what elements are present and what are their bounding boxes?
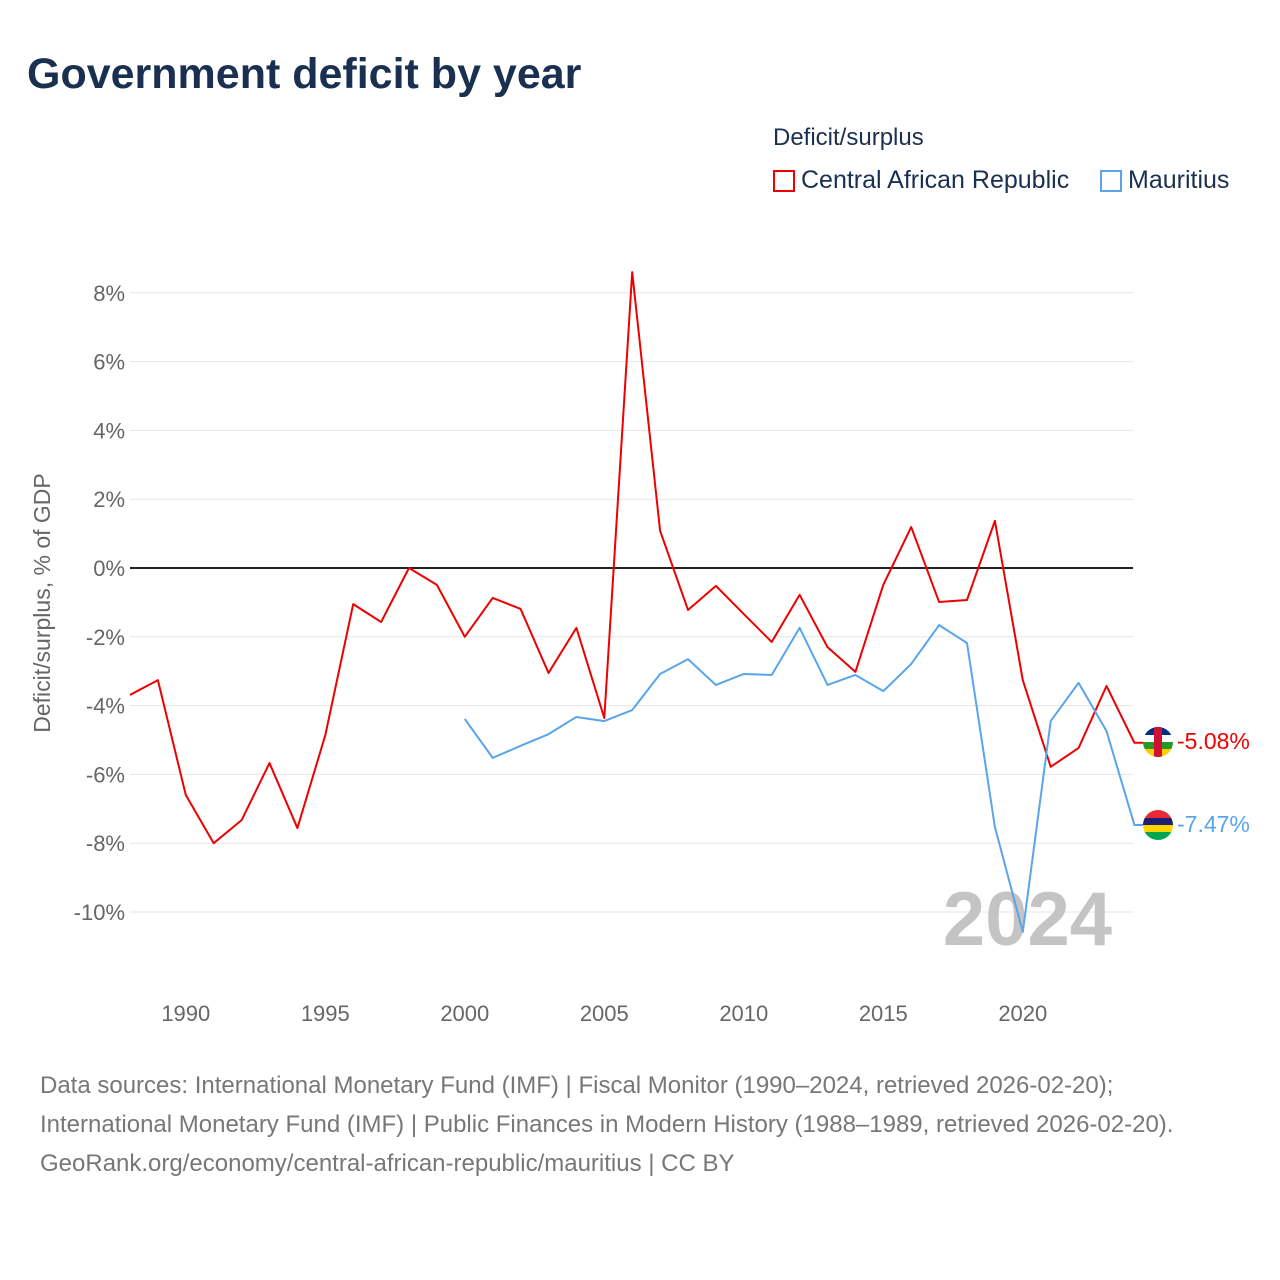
legend-item-mauritius[interactable]: Mauritius: [1100, 166, 1229, 195]
y-tick-label: -2%: [86, 625, 125, 650]
y-tick-label: 4%: [93, 418, 125, 443]
x-tick-label: 2005: [580, 1001, 629, 1026]
footer: Data sources: International Monetary Fun…: [40, 1066, 1240, 1183]
y-tick-label: -8%: [86, 831, 125, 856]
y-tick-label: -6%: [86, 762, 125, 787]
credit-link[interactable]: GeoRank.org/economy/central-african-repu…: [40, 1150, 735, 1177]
end-label-mauritius: -7.47%: [1177, 811, 1250, 837]
y-tick-label: 6%: [93, 350, 125, 375]
x-tick-label: 2020: [998, 1001, 1047, 1026]
series-line-mauritius: [463, 624, 1145, 933]
x-tick-label: 1995: [301, 1001, 350, 1026]
y-tick-label: -10%: [74, 900, 125, 925]
legend-label-mauritius: Mauritius: [1128, 166, 1230, 194]
flag-mauritius-icon: [1143, 810, 1173, 840]
y-tick-label: 2%: [93, 487, 125, 512]
x-tick-label: 1990: [161, 1001, 210, 1026]
legend-label-car: Central African Republic: [801, 166, 1070, 194]
x-tick-label: 2015: [859, 1001, 908, 1026]
chart-title: Government deficit by year: [27, 50, 582, 98]
y-tick-label: -4%: [86, 694, 125, 719]
legend-swatch-car: [773, 169, 795, 192]
series-line-car: [129, 271, 1145, 845]
flag-car-icon: [1143, 727, 1173, 757]
x-tick-label: 2000: [440, 1001, 489, 1026]
legend-swatch-mauritius: [1100, 169, 1122, 192]
x-tick-label: 2010: [719, 1001, 768, 1026]
y-axis-label: Deficit/surplus, % of GDP: [29, 473, 55, 732]
y-tick-label: 8%: [93, 281, 125, 306]
data-sources: Data sources: International Monetary Fun…: [40, 1072, 1174, 1138]
legend-item-car[interactable]: Central African Republic: [773, 166, 1069, 195]
end-label-car: -5.08%: [1177, 728, 1250, 754]
legend-title: Deficit/surplus: [773, 124, 924, 151]
y-tick-label: 0%: [93, 556, 125, 581]
